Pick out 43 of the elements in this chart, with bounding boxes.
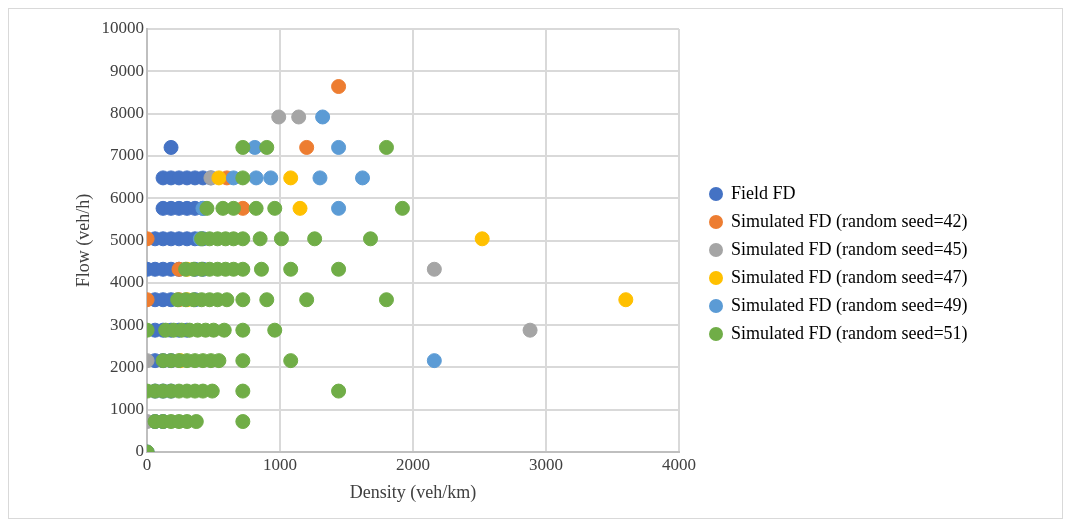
y-tick-label: 5000	[110, 229, 145, 249]
y-tick-label: 7000	[110, 145, 145, 165]
point	[426, 353, 442, 369]
point	[315, 109, 331, 125]
y-tick-label: 2000	[110, 356, 145, 376]
x-tick-label: 4000	[662, 454, 696, 474]
point	[271, 109, 287, 125]
y-tick-label: 4000	[110, 272, 145, 292]
y-tick-label: 1000	[110, 399, 145, 419]
legend-label: Simulated FD (random seed=51)	[731, 323, 968, 344]
point	[331, 200, 347, 216]
point	[291, 109, 307, 125]
point	[248, 170, 264, 186]
x-tick-label: 2000	[396, 454, 431, 474]
y-tick-label: 3000	[110, 314, 145, 334]
point	[522, 322, 538, 338]
y-tick-label: 0	[135, 441, 145, 461]
y-tick-label: 6000	[110, 187, 145, 207]
point	[426, 261, 442, 277]
point	[355, 170, 371, 186]
point	[331, 139, 347, 155]
legend-label: Field FD	[731, 183, 796, 204]
point	[283, 170, 299, 186]
point	[263, 170, 279, 186]
point	[211, 170, 227, 186]
x-tick-label: 3000	[529, 454, 564, 474]
point	[163, 139, 179, 155]
x-axis-title: Density (veh/km)	[349, 481, 477, 503]
y-tick-label: 8000	[110, 103, 145, 123]
y-axis-title: Flow (veh/h)	[72, 193, 94, 288]
point	[474, 231, 490, 247]
y-tick-label: 9000	[110, 60, 145, 80]
legend-label: Simulated FD (random seed=42)	[731, 211, 968, 232]
point	[312, 170, 328, 186]
point	[299, 139, 315, 155]
legend-label: Simulated FD (random seed=45)	[731, 239, 968, 260]
x-tick-label: 1000	[263, 454, 298, 474]
point	[292, 200, 308, 216]
legend-label: Simulated FD (random seed=49)	[731, 295, 968, 316]
point	[331, 79, 347, 95]
point	[618, 292, 634, 308]
y-tick-label: 10000	[101, 18, 145, 38]
legend-label: Simulated FD (random seed=47)	[731, 267, 968, 288]
